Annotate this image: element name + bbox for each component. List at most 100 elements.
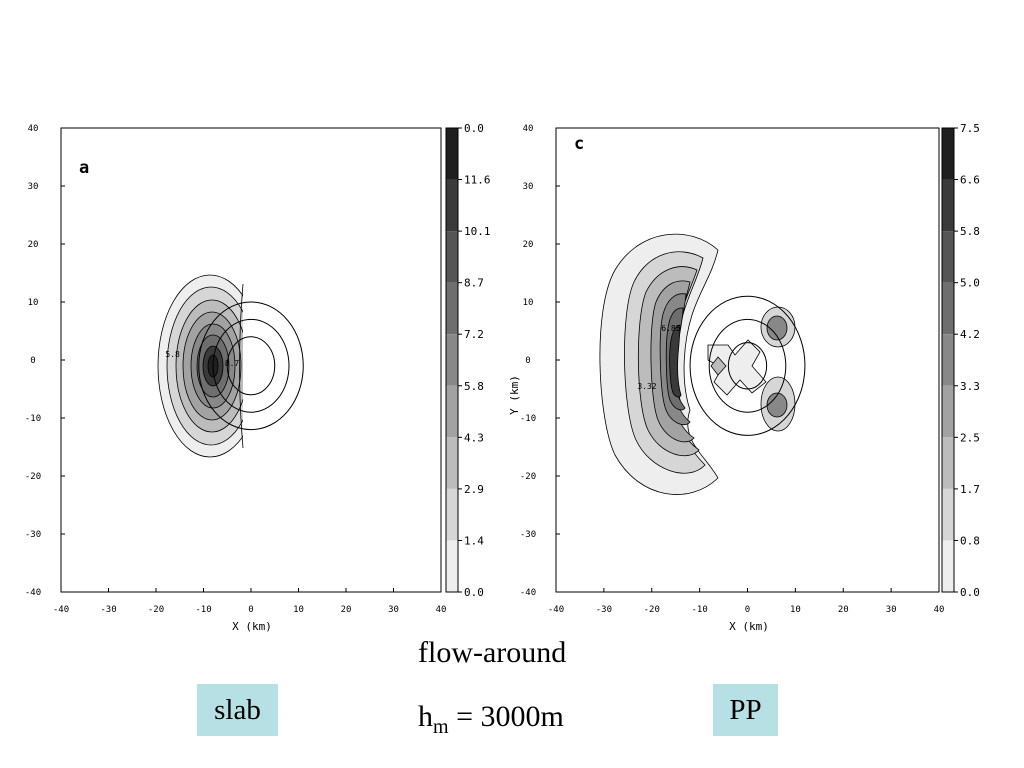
y-tick-label: -30 xyxy=(520,530,536,540)
colorbar-segment xyxy=(446,488,458,541)
x-tick-label: 30 xyxy=(886,605,897,615)
y-tick-label: 40 xyxy=(28,124,39,134)
mountain-height-caption: hm = 3000m xyxy=(418,700,564,739)
x-tick-label: -40 xyxy=(53,605,69,615)
panel-letter: c xyxy=(574,134,584,154)
colorbar-label: 3.3 xyxy=(960,380,980,393)
panel-c-shaded-field xyxy=(599,233,796,495)
colorbar-segment xyxy=(446,128,458,180)
y-tick-label: -40 xyxy=(520,588,536,598)
x-tick-label: 40 xyxy=(934,605,945,615)
colorbar-label: 5.8 xyxy=(960,225,980,238)
colorbar-c: 7.5 6.6 5.8 5.0 4.2 3.3 2.5 1.7 0.8 0.0 xyxy=(941,122,980,599)
y-tick-label: 10 xyxy=(28,298,39,308)
colorbar-label: 10.1 xyxy=(464,225,491,238)
colorbar-label: 1.7 xyxy=(960,483,980,496)
colorbar-label: 7.2 xyxy=(464,328,484,341)
pp-tag: PP xyxy=(713,684,778,736)
panel-letter: a xyxy=(79,158,89,178)
colorbar-label: 4.3 xyxy=(464,431,484,444)
colorbar-segment xyxy=(446,437,458,489)
lee-side-mask xyxy=(243,240,330,470)
x-tick-label: -10 xyxy=(691,605,707,615)
colorbar-label: 5.8 xyxy=(464,380,484,393)
colorbar-label: 2.9 xyxy=(464,483,484,496)
y-tick-label: -20 xyxy=(25,472,41,482)
mountain-contours xyxy=(689,295,806,436)
colorbar-label: 1.4 xyxy=(464,534,484,547)
colorbar-segment xyxy=(942,334,954,386)
colorbar-segment xyxy=(446,179,458,232)
field-contour xyxy=(766,392,788,418)
panel-c-pp: 6.85 3.32 -40 -30 -20 -10 0 10 20 30 40 40 30 20 10 0 -… xyxy=(508,122,980,633)
x-tick-label: 0 xyxy=(248,605,253,615)
colorbar-segment xyxy=(942,488,954,541)
mountain-circle xyxy=(727,342,768,390)
colorbar-a: 0.0 11.6 10.1 8.7 7.2 5.8 4.3 2.9 1.4 0.0 xyxy=(445,122,491,599)
colorbar-label: 8.7 xyxy=(464,277,484,290)
y-tick-label: -10 xyxy=(520,414,536,424)
colorbar-label: 2.5 xyxy=(960,431,980,444)
colorbar-segment xyxy=(942,179,954,232)
colorbar-label: 0.0 xyxy=(464,586,484,599)
colorbar-label: 5.0 xyxy=(960,277,980,290)
mountain-circle xyxy=(198,301,304,431)
y-tick-label: 0 xyxy=(30,356,35,366)
colorbar-segment xyxy=(942,231,954,283)
y-tick-label: 30 xyxy=(523,182,534,192)
mountain-circle xyxy=(212,318,290,413)
y-tick-label: 40 xyxy=(523,124,534,134)
flow-caption: flow-around xyxy=(418,636,567,669)
y-tick-label: 30 xyxy=(28,182,39,192)
colorbar-label: 0.0 xyxy=(960,586,980,599)
colorbar-segment xyxy=(942,437,954,489)
x-axis-label: X (km) xyxy=(729,620,769,633)
x-tick-label: -40 xyxy=(548,605,564,615)
hm-sub: m xyxy=(433,716,449,738)
contour-label: 8.7 xyxy=(225,359,240,368)
x-tick-label: -30 xyxy=(100,605,116,615)
y-tick-label: 10 xyxy=(523,298,534,308)
panel-a-shaded-field xyxy=(157,240,330,470)
contour-label: 3.32 xyxy=(637,382,656,391)
hm-rest: = 3000m xyxy=(448,700,564,733)
colorbar-label: 6.6 xyxy=(960,174,980,187)
y-tick-label: 0 xyxy=(525,356,530,366)
mountain-circle xyxy=(708,318,787,413)
contour-label: 6.85 xyxy=(661,324,680,333)
y-tick-label: -20 xyxy=(520,472,536,482)
x-tick-label: 10 xyxy=(293,605,304,615)
y-axis-label: Y (km) xyxy=(508,375,521,415)
x-tick-label: 20 xyxy=(341,605,352,615)
x-tick-label: 40 xyxy=(436,605,447,615)
mountain-circle xyxy=(689,295,806,436)
x-tick-label: -10 xyxy=(195,605,211,615)
colorbar-segment xyxy=(942,128,954,180)
colorbar-label: 11.6 xyxy=(464,174,491,187)
colorbar-segment xyxy=(446,385,458,438)
field-contour xyxy=(669,324,682,398)
colorbar-segment xyxy=(446,540,458,592)
x-tick-label: 0 xyxy=(745,605,750,615)
y-tick-label: -30 xyxy=(25,530,41,540)
x-tick-label: -20 xyxy=(148,605,164,615)
x-tick-label: -30 xyxy=(596,605,612,615)
colorbar-segment xyxy=(942,282,954,335)
x-axis-label: X (km) xyxy=(232,620,272,633)
colorbar-label: 7.5 xyxy=(960,122,980,135)
field-contour xyxy=(766,315,788,341)
y-tick-label: 20 xyxy=(28,240,39,250)
panel-a-slab: 5.8 8.7 -40 -30 -20 -10 0 10 20 30 40 40 30 20 10 0 -10… xyxy=(25,122,491,633)
x-tick-label: 10 xyxy=(790,605,801,615)
colorbar-segment xyxy=(446,282,458,335)
mountain-contours xyxy=(198,301,304,431)
colorbar-label: 0.8 xyxy=(960,534,980,547)
colorbar-segment xyxy=(446,334,458,386)
colorbar-segment xyxy=(942,385,954,438)
contour-label: 5.8 xyxy=(165,350,180,359)
slab-tag: slab xyxy=(197,684,278,736)
field-contour xyxy=(710,356,727,376)
y-tick-label: 20 xyxy=(523,240,534,250)
x-tick-label: 30 xyxy=(388,605,399,615)
